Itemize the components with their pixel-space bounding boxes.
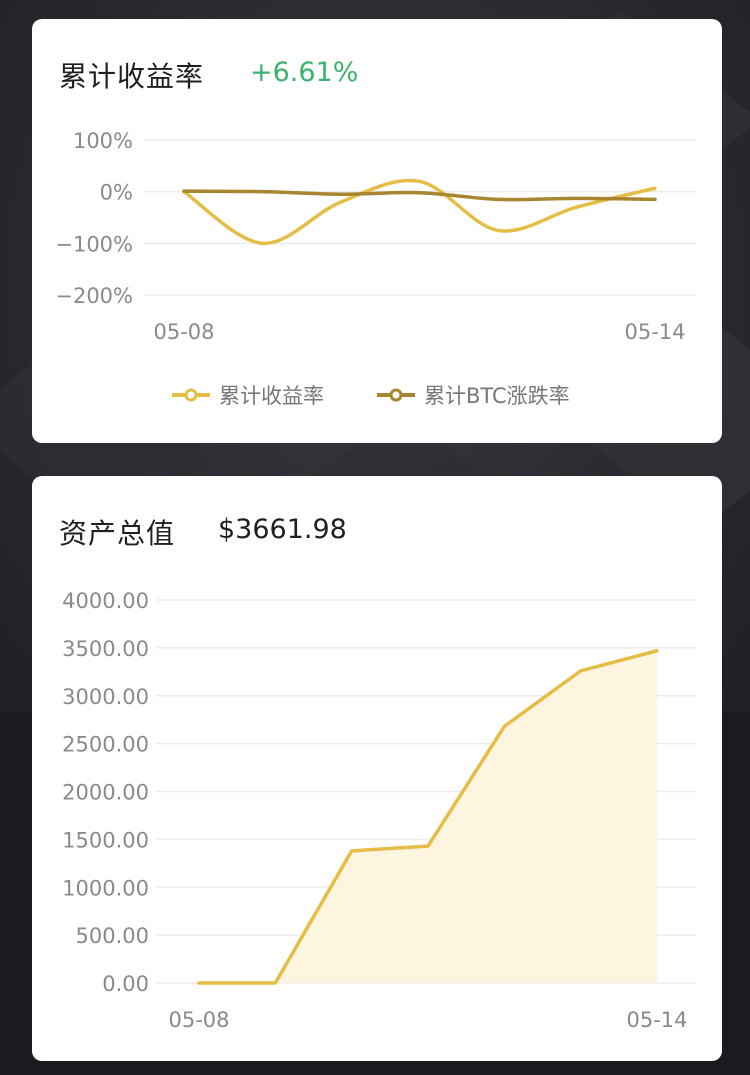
y-axis-ticks: 4000.00 3500.00 3000.00 2500.00 2000.00 1500.…	[62, 589, 149, 996]
series-line-2	[182, 189, 657, 202]
grid-lines	[144, 139, 696, 296]
y-tick-label: 2500.00	[62, 733, 149, 757]
x-axis-ticks: 05-08 05-14	[153, 320, 685, 344]
return-card-title: 累计收益率	[59, 60, 205, 93]
series-line-1	[182, 178, 657, 246]
legend-swatch-marker	[389, 388, 403, 402]
y-tick-label: 500.00	[76, 924, 149, 948]
return-value: +6.61%	[250, 57, 359, 88]
x-tick-label: 05-14	[624, 320, 685, 344]
area-fill	[199, 650, 657, 983]
x-axis-ticks: 05-08 05-14	[168, 1008, 687, 1032]
series-lines	[197, 648, 659, 985]
assets-chart: 4000.00 3500.00 3000.00 2500.00 2000.00 1500.…	[62, 589, 696, 1032]
y-tick-label: −100%	[55, 232, 133, 256]
series-line	[197, 648, 659, 985]
y-tick-label: 2000.00	[62, 781, 149, 805]
y-tick-label: −200%	[55, 284, 133, 308]
legend-label: 累计BTC涨跌率	[424, 384, 570, 408]
y-tick-label: 4000.00	[62, 589, 149, 613]
series-area	[199, 650, 657, 983]
series-lines	[182, 178, 657, 246]
y-axis-ticks: 100% 0% −100% −200%	[55, 129, 133, 308]
assets-value: $3661.98	[218, 514, 347, 545]
y-tick-label: 1500.00	[62, 828, 149, 852]
legend-label: 累计收益率	[219, 384, 324, 408]
assets-card: 资产总值 $3661.98 4000.00 3500.00 3000.00 2500.…	[32, 476, 722, 1061]
y-tick-label: 3000.00	[62, 685, 149, 709]
legend-swatch-marker	[184, 388, 198, 402]
y-tick-label: 0%	[100, 181, 133, 205]
x-tick-label: 05-14	[626, 1008, 687, 1032]
return-card: 累计收益率 +6.61% 100% 0% −100% −200% 05-08 05-14…	[32, 19, 722, 443]
legend-item-2[interactable]: 累计BTC涨跌率	[377, 384, 570, 408]
assets-card-title: 资产总值	[59, 517, 176, 550]
chart-legend[interactable]: 累计收益率 累计BTC涨跌率	[172, 384, 570, 408]
x-tick-label: 05-08	[168, 1008, 229, 1032]
x-tick-label: 05-08	[153, 320, 214, 344]
y-tick-label: 1000.00	[62, 876, 149, 900]
y-tick-label: 0.00	[102, 972, 149, 996]
return-chart: 100% 0% −100% −200% 05-08 05-14 累计收益率 累计BTC涨跌…	[55, 129, 696, 408]
y-tick-label: 100%	[73, 129, 133, 153]
legend-item-1[interactable]: 累计收益率	[172, 384, 324, 408]
y-tick-label: 3500.00	[62, 637, 149, 661]
